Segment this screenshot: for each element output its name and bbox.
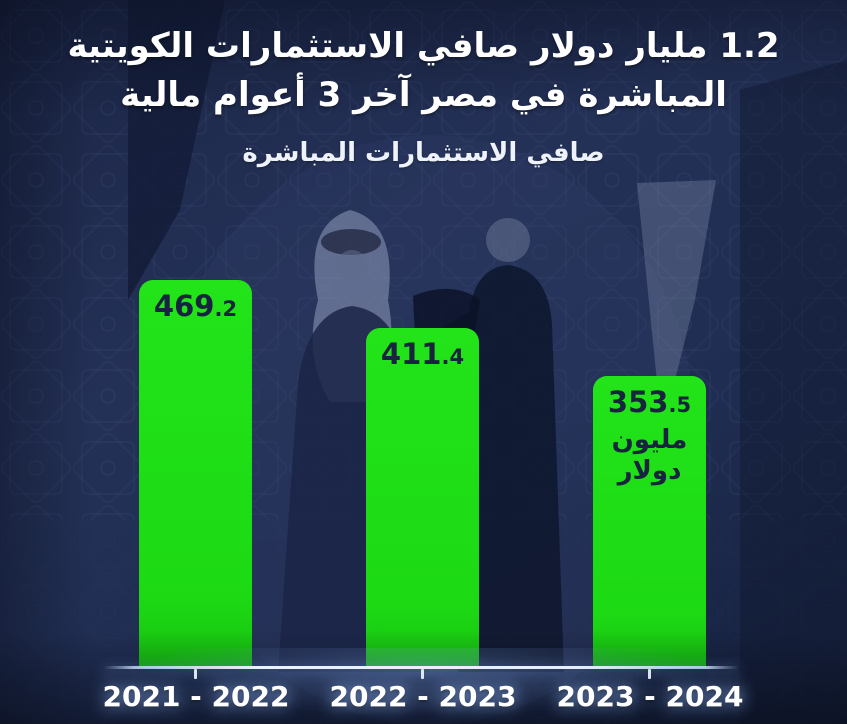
bar-value-label: 353.5 <box>593 376 706 423</box>
bar-group-2023-2024: 353.5 مليون دولار <box>593 376 706 668</box>
bar-value-decimal: .4 <box>441 345 465 369</box>
unit-line-million: مليون <box>611 425 688 455</box>
bar: 353.5 مليون دولار <box>593 376 706 668</box>
bar: 411.4 <box>366 328 479 668</box>
header: 1.2 مليار دولار صافي الاستثمارات الكويتي… <box>0 22 847 168</box>
category-label: 2022 - 2023 <box>329 680 517 713</box>
bar-group-2022-2023: 411.4 <box>366 328 479 668</box>
bar: 469.2 <box>139 280 252 668</box>
bar-value-int: 411 <box>380 337 442 371</box>
bar-value-decimal: .2 <box>214 297 238 321</box>
bar-value-int: 353 <box>607 385 669 419</box>
title-line-2: المباشرة في مصر آخر 3 أعوام مالية <box>120 75 727 115</box>
bar-value-label: 411.4 <box>366 328 479 375</box>
unit-line-dollar: دولار <box>617 456 682 486</box>
bar-value-int: 469 <box>153 289 215 323</box>
bar-unit-label: مليون دولار <box>593 425 706 487</box>
axis-tick <box>648 669 651 679</box>
bar-value-decimal: .5 <box>668 393 692 417</box>
category-label: 2023 - 2024 <box>556 680 744 713</box>
axis-tick <box>194 669 197 679</box>
bar-value-label: 469.2 <box>139 280 252 327</box>
title-line-1: 1.2 مليار دولار صافي الاستثمارات الكويتي… <box>67 26 780 66</box>
category-label: 2021 - 2022 <box>102 680 290 713</box>
bar-group-2021-2022: 469.2 <box>139 280 252 668</box>
poster-title: 1.2 مليار دولار صافي الاستثمارات الكويتي… <box>0 22 847 120</box>
axis-tick <box>421 669 424 679</box>
chart-subtitle: صافي الاستثمارات المباشرة <box>242 138 605 168</box>
